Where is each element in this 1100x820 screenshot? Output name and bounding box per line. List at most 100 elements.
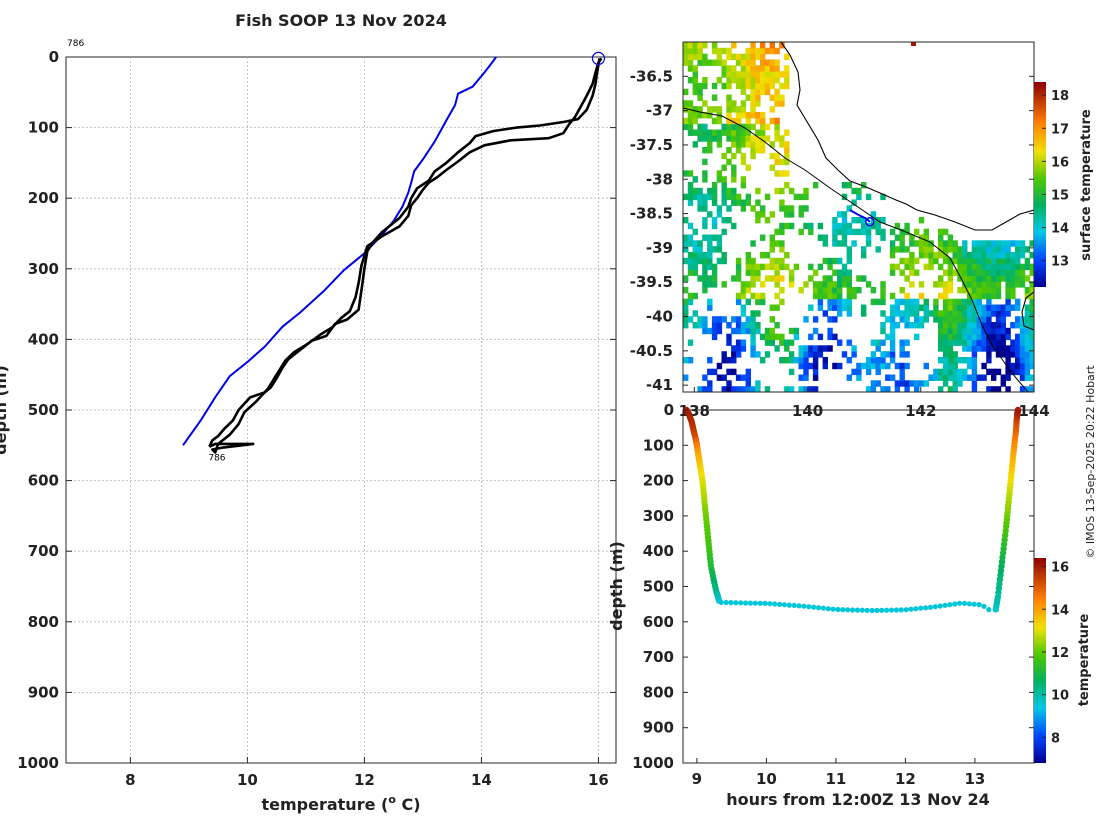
map-sst-cell xyxy=(957,327,963,335)
map-sst-cell xyxy=(702,327,708,335)
map-sst-cell xyxy=(817,298,824,306)
map-sst-cell xyxy=(750,135,756,142)
map-sst-cell xyxy=(942,257,949,265)
map-sst-cell xyxy=(875,339,881,346)
profile-series-climatology xyxy=(182,56,497,446)
map-sst-cell xyxy=(846,257,852,265)
map-sst-cell xyxy=(784,170,790,177)
map-sst-cell xyxy=(760,333,766,341)
map-sst-cell xyxy=(880,228,886,236)
map-sst-cell xyxy=(721,187,727,195)
map-sst-cell xyxy=(986,351,992,358)
map-sst-cell xyxy=(716,135,723,142)
map-sst-cell xyxy=(952,252,958,259)
map-sst-cell xyxy=(1000,263,1006,271)
map-sst-cell xyxy=(971,298,978,306)
map-sst-cell xyxy=(841,193,848,201)
map-sst-cell xyxy=(1024,333,1031,341)
map-sst-cell xyxy=(991,304,997,311)
map-sst-cell xyxy=(971,304,978,311)
map-sst-cell xyxy=(774,333,780,341)
map-sst-cell xyxy=(711,187,718,195)
map-sst-cell xyxy=(880,322,886,329)
map-sst-cell xyxy=(957,287,963,294)
map-sst-cell xyxy=(909,304,915,311)
map-sst-cell xyxy=(1024,345,1031,352)
map-sst-cell xyxy=(942,281,949,288)
map-sst-cell xyxy=(1015,351,1021,358)
map-sst-cell xyxy=(1029,310,1034,317)
map-sst-cell xyxy=(764,77,771,84)
map-sst-cell xyxy=(952,316,958,323)
map-sst-cell xyxy=(822,234,828,241)
map-sst-cell xyxy=(750,77,756,84)
map-sst-cell xyxy=(971,292,978,300)
map-sst-cell xyxy=(697,252,703,259)
map-sst-cell xyxy=(750,327,756,335)
map-sst-cell xyxy=(991,333,997,341)
map-sst-cell xyxy=(702,281,708,288)
map-sst-cell xyxy=(875,357,881,364)
map-sst-cell xyxy=(707,327,713,335)
map-sst-cell xyxy=(1029,357,1034,364)
map-x-tick-label: 140 xyxy=(792,402,823,420)
map-sst-cell xyxy=(784,182,790,189)
map-sst-cell xyxy=(904,246,910,253)
map-sst-cell xyxy=(928,246,934,253)
map-sst-cell xyxy=(726,339,732,346)
map-sst-cell xyxy=(683,59,689,66)
map-sst-cell xyxy=(707,357,713,364)
map-sst-cell xyxy=(726,94,732,101)
map-sst-cell xyxy=(760,263,766,271)
map-sst-cell xyxy=(995,327,1002,335)
map-sst-cell xyxy=(745,298,751,306)
map-sst-cell xyxy=(1029,304,1034,311)
map-sst-cell xyxy=(870,287,877,294)
map-sst-cell xyxy=(976,252,982,259)
profile-y-tick-label: 100 xyxy=(28,119,59,137)
map-sst-cells xyxy=(683,42,1034,392)
map-sst-cell xyxy=(760,129,766,136)
map-colorbar-tick-label: 18 xyxy=(1051,89,1069,104)
map-sst-cell xyxy=(986,263,992,271)
map-sst-cell xyxy=(1010,292,1016,300)
map-sst-cell xyxy=(947,374,954,381)
section-point xyxy=(738,600,744,606)
map-sst-cell xyxy=(707,112,713,119)
map-sst-cell xyxy=(779,170,785,177)
map-colorbar xyxy=(1034,82,1046,287)
map-sst-cell xyxy=(755,82,761,90)
map-sst-cell xyxy=(784,211,790,218)
map-sst-cell xyxy=(909,310,915,317)
map-sst-cell xyxy=(760,88,766,96)
map-sst-cell xyxy=(981,362,987,370)
map-sst-cell xyxy=(687,170,694,177)
map-sst-cell xyxy=(938,333,944,341)
map-sst-cell xyxy=(716,316,723,323)
map-sst-cell xyxy=(923,362,929,370)
map-sst-cell xyxy=(1024,362,1031,370)
map-sst-cell xyxy=(683,374,689,381)
map-sst-cell xyxy=(1029,263,1034,271)
map-sst-cell xyxy=(861,228,867,236)
map-sst-cell xyxy=(904,380,910,387)
map-sst-cell xyxy=(991,292,997,300)
map-sst-cell xyxy=(735,53,742,61)
map-sst-cell xyxy=(721,199,727,206)
map-sst-cell xyxy=(1015,281,1021,288)
map-sst-cell xyxy=(1010,287,1016,294)
map-sst-cell xyxy=(740,71,747,78)
map-sst-cell xyxy=(745,112,751,119)
map-sst-cell xyxy=(779,71,785,78)
map-sst-cell xyxy=(750,269,756,276)
map-sst-cell xyxy=(947,287,954,294)
map-sst-cell xyxy=(1019,327,1026,335)
map-sst-cell xyxy=(865,228,872,236)
map-sst-cell xyxy=(846,304,852,311)
map-sst-cell xyxy=(735,263,742,271)
map-sst-cell xyxy=(731,65,737,72)
map-sst-cell xyxy=(933,252,939,259)
map-sst-cell xyxy=(702,135,708,142)
